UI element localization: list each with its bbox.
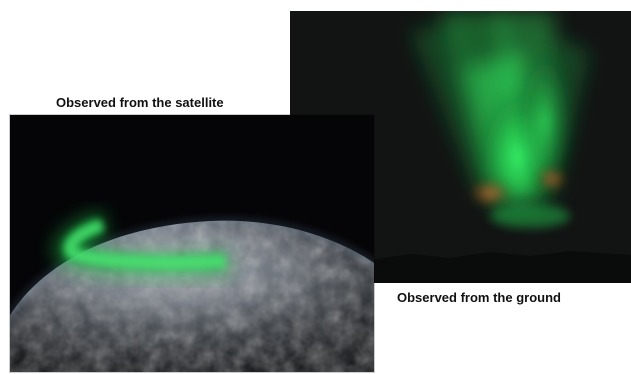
caption-satellite-view: Observed from the satellite [56,95,224,110]
caption-ground-view: Observed from the ground [397,290,561,305]
ground-aurora-image [290,11,631,283]
horizon-silhouette [290,251,631,283]
satellite-aurora-photo [10,115,374,372]
satellite-aurora-image [10,115,374,372]
ground-aurora-photo [290,11,631,283]
aurora-oval [53,210,232,280]
